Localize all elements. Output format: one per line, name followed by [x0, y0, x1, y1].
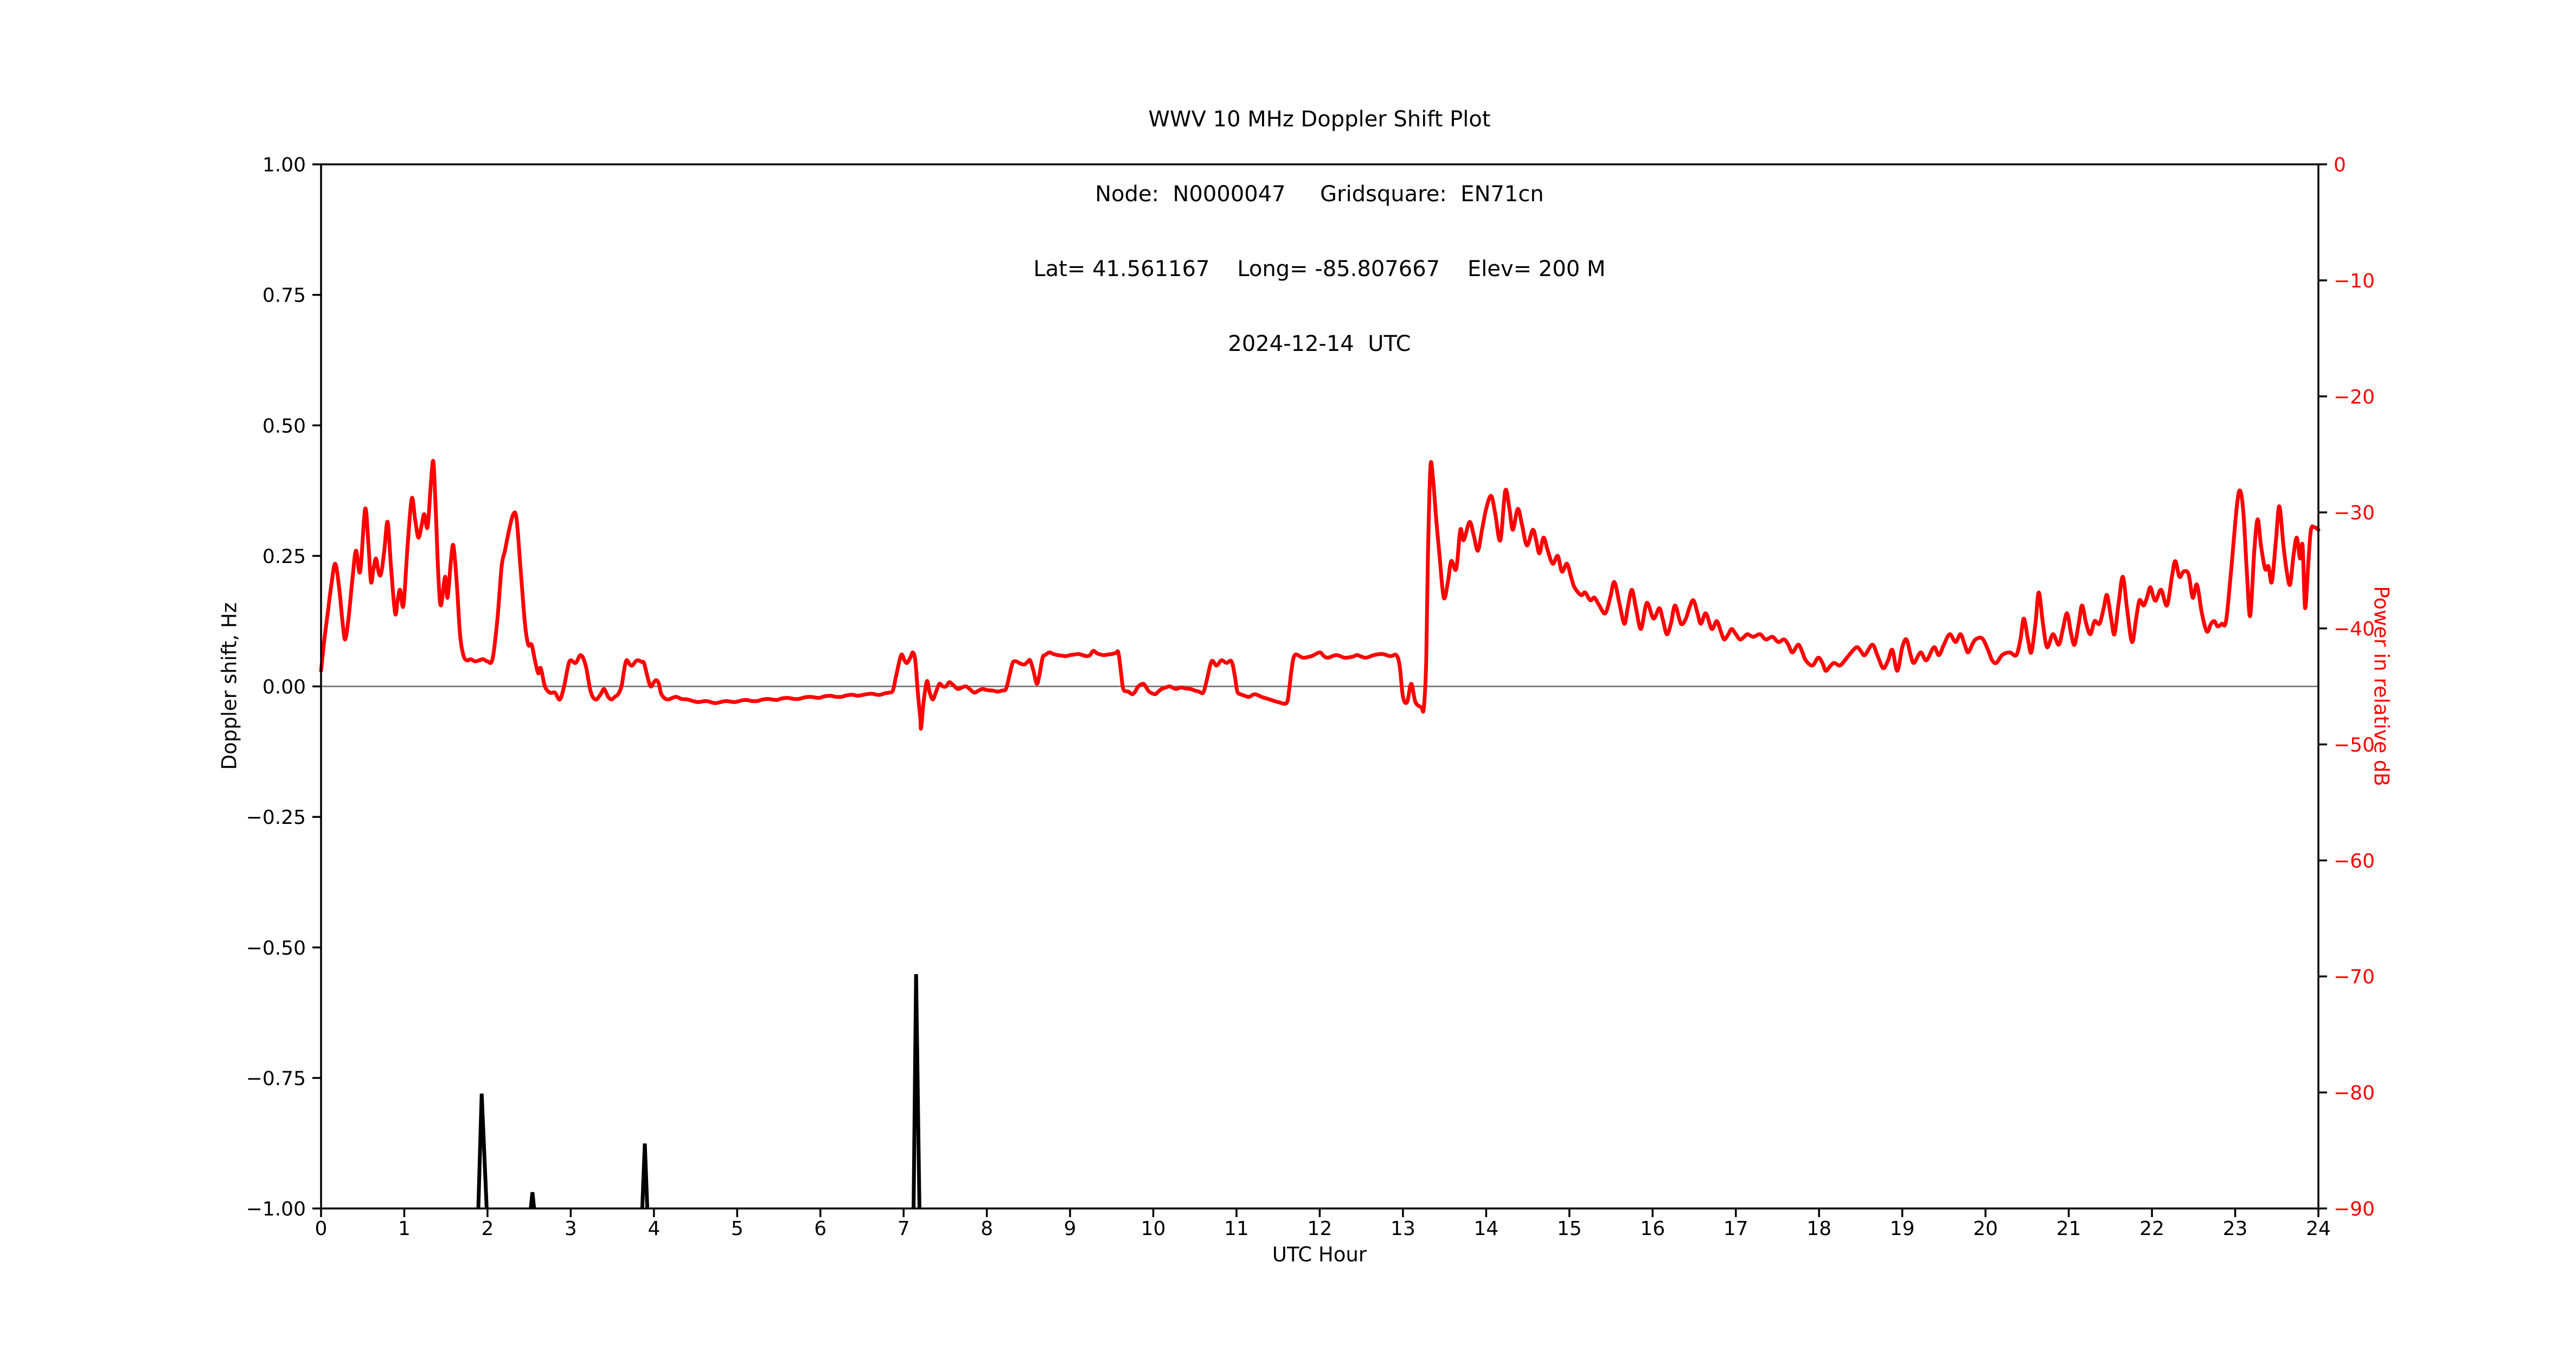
y-right-tick-label: −70 — [2334, 966, 2375, 988]
chart-title-block: WWV 10 MHz Doppler Shift Plot Node: N000… — [1034, 57, 1606, 406]
x-tick-label: 16 — [1640, 1218, 1665, 1240]
x-tick-label: 23 — [2223, 1218, 2248, 1240]
y-left-tick-label: 0.50 — [262, 415, 306, 437]
chart-subtitle-node: Node: N0000047 Gridsquare: EN71cn — [1095, 182, 1544, 207]
y-right-tick-label: −80 — [2334, 1082, 2375, 1104]
power-spike — [476, 1093, 489, 1209]
doppler-trace — [319, 459, 2321, 731]
x-tick-label: 10 — [1141, 1218, 1166, 1240]
chart-subtitle-date: 2024-12-14 UTC — [1228, 331, 1411, 356]
y-left-tick-label: −0.50 — [246, 937, 306, 960]
x-tick-label: 18 — [1806, 1218, 1831, 1240]
x-tick-label: 24 — [2306, 1218, 2331, 1240]
y-left-tick-label: −0.75 — [246, 1067, 306, 1090]
x-tick-label: 9 — [1064, 1218, 1076, 1240]
y-right-tick-label: −40 — [2334, 618, 2375, 641]
x-tick-label: 15 — [1557, 1218, 1582, 1240]
y-left-tick-label: −1.00 — [246, 1198, 306, 1220]
x-tick-label: 0 — [315, 1218, 328, 1240]
x-tick-label: 11 — [1224, 1218, 1249, 1240]
y-right-tick-label: −90 — [2334, 1198, 2375, 1220]
power-spike — [912, 974, 921, 1209]
x-tick-label: 6 — [814, 1218, 826, 1240]
y-left-tick-label: −0.25 — [246, 807, 306, 829]
x-tick-label: 1 — [398, 1218, 411, 1240]
x-tick-label: 17 — [1723, 1218, 1748, 1240]
x-tick-label: 20 — [1973, 1218, 1998, 1240]
y-right-tick-label: −60 — [2334, 850, 2375, 872]
power-spike — [640, 1143, 650, 1209]
x-tick-label: 8 — [981, 1218, 993, 1240]
y-left-tick-label: 0.25 — [262, 546, 306, 568]
x-tick-label: 12 — [1308, 1218, 1332, 1240]
x-tick-label: 22 — [2139, 1218, 2164, 1240]
x-tick-label: 19 — [1890, 1218, 1915, 1240]
x-tick-label: 4 — [648, 1218, 660, 1240]
x-axis-label: UTC Hour — [1272, 1243, 1367, 1267]
y-right-tick-label: −20 — [2334, 386, 2375, 408]
y-right-tick-label: −30 — [2334, 502, 2375, 525]
x-tick-label: 13 — [1390, 1218, 1415, 1240]
x-tick-label: 7 — [898, 1218, 910, 1240]
chart-subtitle-location: Lat= 41.561167 Long= -85.807667 Elev= 20… — [1033, 257, 1606, 282]
power-spike — [529, 1192, 536, 1209]
y-left-tick-label: 0.00 — [262, 676, 306, 699]
y-right-tick-label: −10 — [2334, 270, 2375, 292]
x-tick-label: 3 — [565, 1218, 577, 1240]
x-tick-label: 2 — [481, 1218, 494, 1240]
y-left-tick-label: 1.00 — [262, 154, 306, 176]
x-tick-label: 5 — [731, 1218, 744, 1240]
chart-title: WWV 10 MHz Doppler Shift Plot — [1148, 107, 1491, 132]
y-right-tick-label: −50 — [2334, 734, 2375, 756]
x-tick-label: 14 — [1474, 1218, 1499, 1240]
x-tick-label: 21 — [2056, 1218, 2081, 1240]
y-right-tick-label: 0 — [2334, 154, 2346, 176]
y-left-tick-label: 0.75 — [262, 285, 306, 307]
